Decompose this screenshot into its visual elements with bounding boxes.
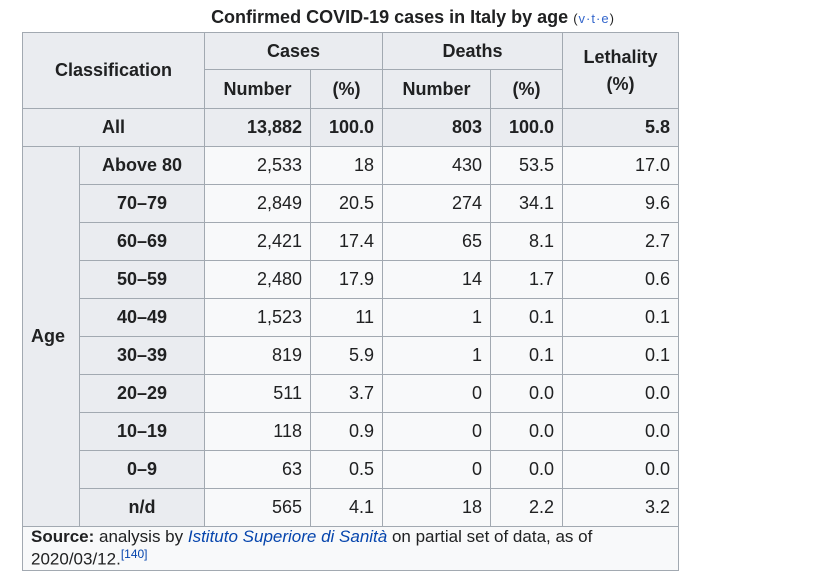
deaths-number-cell: 18: [382, 488, 491, 527]
table-caption: Confirmed COVID-19 cases in Italy by age…: [0, 6, 826, 30]
cases-number-cell: 1,523: [204, 298, 311, 337]
lethality-cell: 0.0: [562, 450, 679, 489]
deaths-number-cell: 1: [382, 298, 491, 337]
all-cases-pct: 100.0: [310, 108, 383, 147]
covid-age-table: Classification Cases Deaths Lethality (%…: [22, 32, 679, 571]
cases-pct-cell: 5.9: [310, 336, 383, 375]
view-template-link[interactable]: v: [578, 11, 587, 26]
navbox-links: (v·t·e): [573, 11, 615, 26]
cases-number-cell: 118: [204, 412, 311, 451]
age-group: Above 80: [79, 146, 205, 185]
cases-pct-cell: 17.9: [310, 260, 383, 299]
table-row: 60–69 2,421 17.4 65 8.1 2.7: [23, 222, 679, 261]
lethality-header: Lethality (%): [562, 32, 679, 109]
cases-header: Cases: [204, 32, 383, 70]
cases-number-header: Number: [204, 69, 311, 109]
cases-number-cell: 819: [204, 336, 311, 375]
lethality-cell: 0.0: [562, 412, 679, 451]
deaths-number-cell: 0: [382, 374, 491, 413]
source-note: Source: analysis by Istituto Superiore d…: [22, 526, 679, 571]
deaths-number-cell: 0: [382, 412, 491, 451]
deaths-number-cell: 14: [382, 260, 491, 299]
cases-number-cell: 2,533: [204, 146, 311, 185]
all-label: All: [22, 108, 205, 147]
cases-pct-cell: 0.5: [310, 450, 383, 489]
lethality-cell: 0.1: [562, 298, 679, 337]
deaths-pct-cell: 53.5: [490, 146, 563, 185]
all-row: All 13,882 100.0 803 100.0 5.8: [22, 108, 679, 147]
table-row: 70–79 2,849 20.5 274 34.1 9.6: [23, 184, 679, 223]
cases-pct-header: (%): [310, 69, 383, 109]
age-group: n/d: [79, 488, 205, 527]
edit-template-link[interactable]: e: [601, 11, 610, 26]
deaths-pct-cell: 0.1: [490, 336, 563, 375]
table-row: 30–39 819 5.9 1 0.1 0.1: [23, 336, 679, 375]
cases-pct-cell: 3.7: [310, 374, 383, 413]
table-row: Age Above 80 2,533 18 430 53.5 17.0: [22, 146, 679, 527]
age-group: 50–59: [79, 260, 205, 299]
iss-link[interactable]: Istituto Superiore di Sanità: [187, 527, 388, 546]
deaths-number-header: Number: [382, 69, 491, 109]
lethality-cell: 2.7: [562, 222, 679, 261]
all-deaths-number: 803: [382, 108, 491, 147]
cases-pct-cell: 11: [310, 298, 383, 337]
lethality-cell: 0.0: [562, 374, 679, 413]
table-row: 20–29 511 3.7 0 0.0 0.0: [23, 374, 679, 413]
deaths-pct-header: (%): [490, 69, 563, 109]
lethality-cell: 0.1: [562, 336, 679, 375]
cases-pct-cell: 20.5: [310, 184, 383, 223]
deaths-pct-cell: 8.1: [490, 222, 563, 261]
deaths-number-cell: 1: [382, 336, 491, 375]
deaths-number-cell: 65: [382, 222, 491, 261]
table-row: 40–49 1,523 11 1 0.1 0.1: [23, 298, 679, 337]
age-group: 70–79: [79, 184, 205, 223]
classification-header: Classification: [22, 32, 205, 109]
lethality-cell: 0.6: [562, 260, 679, 299]
age-group: 10–19: [79, 412, 205, 451]
cases-number-cell: 511: [204, 374, 311, 413]
table-row: n/d 565 4.1 18 2.2 3.2: [23, 488, 679, 527]
deaths-pct-cell: 0.0: [490, 412, 563, 451]
lethality-cell: 3.2: [562, 488, 679, 527]
table-row: 10–19 118 0.9 0 0.0 0.0: [23, 412, 679, 451]
table-title: Confirmed COVID-19 cases in Italy by age: [211, 7, 569, 27]
lethality-cell: 17.0: [562, 146, 679, 185]
talk-template-link[interactable]: t: [591, 11, 597, 26]
deaths-pct-cell: 0.1: [490, 298, 563, 337]
deaths-pct-cell: 1.7: [490, 260, 563, 299]
table-row: 0–9 63 0.5 0 0.0 0.0: [23, 450, 679, 489]
age-group: 60–69: [79, 222, 205, 261]
cases-number-cell: 2,421: [204, 222, 311, 261]
cases-pct-cell: 18: [310, 146, 383, 185]
age-group: 40–49: [79, 298, 205, 337]
age-group: 30–39: [79, 336, 205, 375]
deaths-number-cell: 274: [382, 184, 491, 223]
table-row: 50–59 2,480 17.9 14 1.7 0.6: [23, 260, 679, 299]
all-cases-number: 13,882: [204, 108, 311, 147]
deaths-number-cell: 0: [382, 450, 491, 489]
lethality-cell: 9.6: [562, 184, 679, 223]
cases-number-cell: 2,849: [204, 184, 311, 223]
deaths-number-cell: 430: [382, 146, 491, 185]
source-label: Source:: [31, 527, 95, 546]
deaths-pct-cell: 0.0: [490, 374, 563, 413]
age-group: 20–29: [79, 374, 205, 413]
reference-link[interactable]: [140]: [120, 547, 148, 561]
cases-pct-cell: 17.4: [310, 222, 383, 261]
deaths-pct-cell: 0.0: [490, 450, 563, 489]
deaths-pct-cell: 2.2: [490, 488, 563, 527]
cases-number-cell: 2,480: [204, 260, 311, 299]
cases-number-cell: 565: [204, 488, 311, 527]
cases-number-cell: 63: [204, 450, 311, 489]
deaths-header: Deaths: [382, 32, 563, 70]
cases-pct-cell: 4.1: [310, 488, 383, 527]
all-deaths-pct: 100.0: [490, 108, 563, 147]
age-label: Age: [22, 146, 80, 527]
deaths-pct-cell: 34.1: [490, 184, 563, 223]
cases-pct-cell: 0.9: [310, 412, 383, 451]
age-group: 0–9: [79, 450, 205, 489]
all-lethality: 5.8: [562, 108, 679, 147]
